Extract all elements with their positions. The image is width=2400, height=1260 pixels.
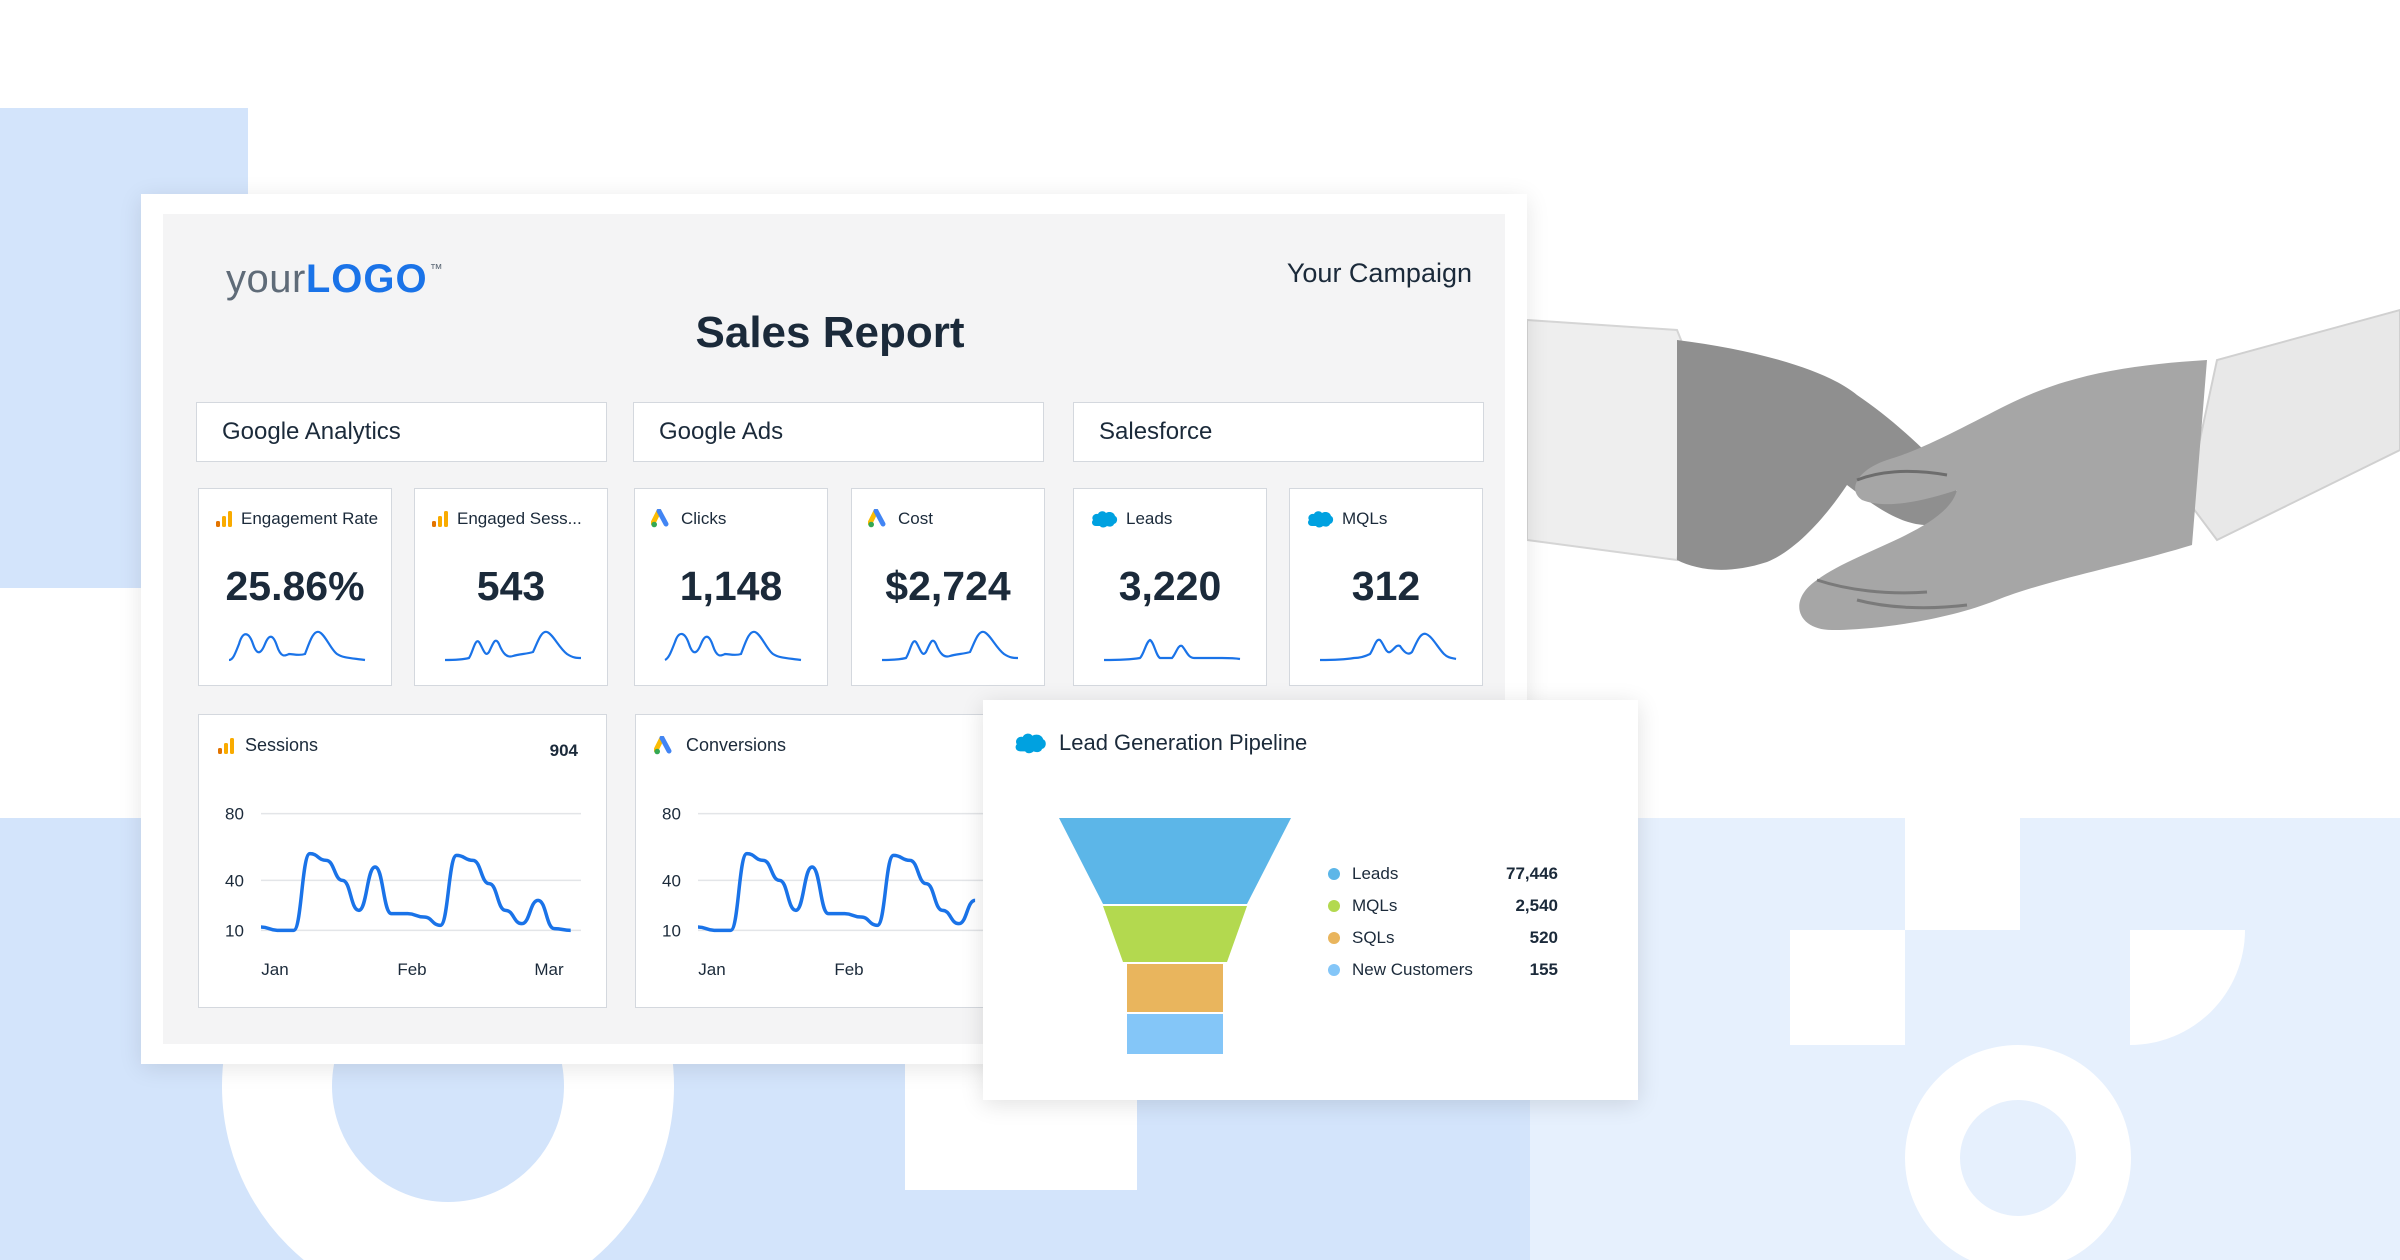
sessions-line-chart: 80 40 10 Jan Feb Mar bbox=[225, 805, 581, 979]
x-tick-label: Feb bbox=[397, 960, 426, 979]
campaign-name: Your Campaign bbox=[1286, 258, 1472, 288]
conversions-chart-card[interactable]: Conversions 80 40 10 Jan Feb bbox=[635, 714, 1044, 1008]
google-analytics-icon bbox=[218, 737, 234, 754]
x-tick-label: Mar bbox=[534, 960, 564, 979]
kpi-label: Clicks bbox=[681, 509, 727, 528]
kpi-label: MQLs bbox=[1342, 509, 1388, 528]
bg-square-1 bbox=[1790, 818, 1905, 930]
kpi-value: $2,724 bbox=[885, 563, 1011, 609]
legend-item[interactable]: MQLs 2,540 bbox=[1328, 890, 1558, 922]
y-tick-label: 80 bbox=[225, 805, 244, 824]
series-line bbox=[260, 851, 571, 933]
x-tick-label: Jan bbox=[261, 960, 288, 979]
funnel-segment-leads[interactable] bbox=[1059, 818, 1291, 904]
section-google-analytics[interactable]: Google Analytics bbox=[196, 402, 607, 462]
salesforce-icon bbox=[1308, 511, 1334, 528]
legend-label: SQLs bbox=[1352, 928, 1395, 947]
sparkline bbox=[228, 630, 366, 662]
legend-value: 2,540 bbox=[1515, 896, 1558, 915]
section-google-ads[interactable]: Google Ads bbox=[633, 402, 1044, 462]
x-tick-label: Feb bbox=[834, 960, 863, 979]
legend-value: 155 bbox=[1529, 960, 1558, 979]
series-line bbox=[697, 851, 976, 933]
google-ads-icon bbox=[651, 509, 669, 528]
sparkline bbox=[1103, 638, 1241, 662]
pipeline-legend: Leads 77,446 MQLs 2,540 SQLs 520 New Customers… bbox=[1328, 858, 1558, 986]
pipeline-funnel bbox=[1059, 818, 1291, 1054]
kpi-clicks[interactable]: Clicks 1,148 bbox=[634, 488, 828, 686]
kpi-value: 312 bbox=[1351, 563, 1421, 609]
kpi-label: Engaged Sess... bbox=[457, 509, 582, 528]
y-tick-label: 40 bbox=[662, 871, 681, 890]
kpi-engaged-sessions[interactable]: Engaged Sess... 543 bbox=[414, 488, 608, 686]
salesforce-icon bbox=[1015, 733, 1046, 754]
legend-label: MQLs bbox=[1352, 896, 1398, 915]
conversions-line-chart: 80 40 10 Jan Feb bbox=[662, 805, 1028, 979]
handshake-photo bbox=[1527, 308, 2400, 630]
logo-text-light: your bbox=[226, 257, 306, 301]
sparkline bbox=[664, 630, 802, 662]
section-label: Google Analytics bbox=[222, 418, 401, 445]
y-tick-label: 40 bbox=[225, 871, 244, 890]
bg-square-2 bbox=[1905, 818, 2020, 930]
legend-item[interactable]: Leads 77,446 bbox=[1328, 858, 1558, 890]
sparkline bbox=[444, 630, 582, 662]
kpi-value: 1,148 bbox=[679, 563, 783, 609]
kpi-value: 3,220 bbox=[1118, 563, 1222, 609]
salesforce-icon bbox=[1092, 511, 1118, 528]
x-tick-label: Jan bbox=[698, 960, 725, 979]
company-logo: yourLOGO ™ bbox=[226, 257, 444, 302]
legend-label: Leads bbox=[1352, 864, 1399, 883]
legend-item[interactable]: New Customers 155 bbox=[1328, 954, 1558, 986]
section-label: Google Ads bbox=[659, 418, 784, 445]
legend-label: New Customers bbox=[1352, 960, 1473, 979]
legend-dot bbox=[1328, 932, 1340, 944]
funnel-segment-mqls[interactable] bbox=[1103, 906, 1247, 962]
funnel-segment-sqls[interactable] bbox=[1127, 964, 1223, 1012]
kpi-value: 543 bbox=[476, 563, 546, 609]
legend-item[interactable]: SQLs 520 bbox=[1328, 922, 1558, 954]
google-analytics-icon bbox=[432, 511, 448, 527]
legend-dot bbox=[1328, 900, 1340, 912]
bg-ring-right bbox=[1905, 1045, 2131, 1260]
sparkline bbox=[881, 630, 1019, 662]
legend-dot bbox=[1328, 964, 1340, 976]
sessions-chart-card[interactable]: Sessions 904 80 40 10 Jan Feb Mar bbox=[198, 714, 607, 1008]
section-salesforce[interactable]: Salesforce bbox=[1073, 402, 1484, 462]
lead-pipeline-panel[interactable]: Lead Generation Pipeline Leads 77,446 MQLs… bbox=[983, 700, 1638, 1100]
kpi-label: Engagement Rate bbox=[241, 509, 379, 528]
y-tick-label: 10 bbox=[225, 921, 244, 940]
pipeline-title: Lead Generation Pipeline bbox=[1059, 730, 1308, 755]
logo-text-bold: LOGO bbox=[305, 257, 428, 301]
kpi-label: Leads bbox=[1126, 509, 1173, 528]
chart-total: 904 bbox=[549, 741, 578, 760]
chart-label: Sessions bbox=[245, 735, 319, 755]
legend-value: 520 bbox=[1529, 928, 1558, 947]
kpi-engagement-rate[interactable]: Engagement Rate 25.86% bbox=[198, 488, 392, 686]
chart-label: Conversions bbox=[686, 735, 787, 755]
report-title: Sales Report bbox=[695, 308, 965, 357]
logo-trademark: ™ bbox=[429, 261, 444, 276]
legend-dot bbox=[1328, 868, 1340, 880]
legend-value: 77,446 bbox=[1506, 864, 1558, 883]
kpi-cost[interactable]: Cost $2,724 bbox=[851, 488, 1045, 686]
google-analytics-icon bbox=[216, 511, 232, 527]
section-label: Salesforce bbox=[1099, 418, 1213, 445]
y-tick-label: 80 bbox=[662, 805, 681, 824]
bg-square-3 bbox=[1790, 930, 1905, 1045]
sparkline bbox=[1319, 632, 1457, 662]
kpi-label: Cost bbox=[898, 509, 933, 528]
kpi-value: 25.86% bbox=[225, 563, 365, 609]
funnel-segment-new-customers[interactable] bbox=[1127, 1014, 1223, 1054]
kpi-mqls[interactable]: MQLs 312 bbox=[1289, 488, 1483, 686]
kpi-leads[interactable]: Leads 3,220 bbox=[1073, 488, 1267, 686]
google-ads-icon bbox=[654, 735, 672, 754]
y-tick-label: 10 bbox=[662, 921, 681, 940]
google-ads-icon bbox=[868, 509, 886, 528]
